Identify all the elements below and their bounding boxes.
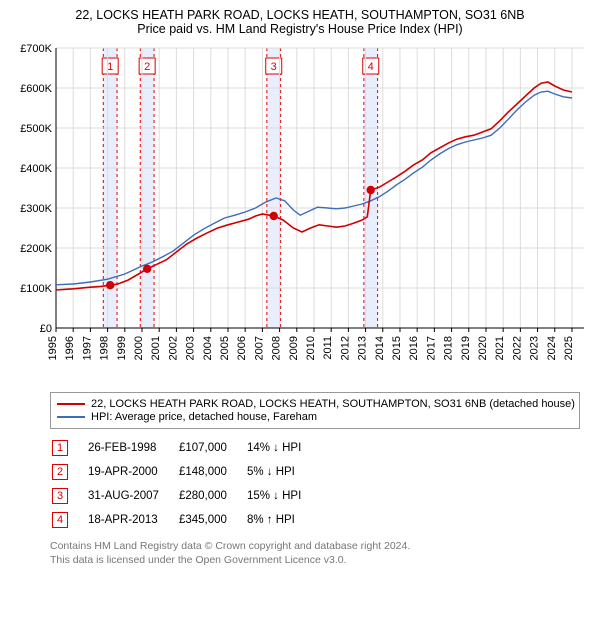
x-tick-label: 2018 — [443, 336, 455, 360]
y-tick-label: £600K — [20, 83, 52, 95]
x-tick-label: 2022 — [511, 336, 523, 360]
x-tick-label: 2014 — [374, 336, 386, 360]
x-tick-label: 1998 — [99, 336, 111, 360]
marker-hpi-delta: 14% ↓ HPI — [247, 437, 319, 459]
sale-markers-table: 1 26-FEB-1998£107,00014% ↓ HPI 2 19-APR-200… — [50, 435, 321, 533]
y-tick-label: £100K — [20, 283, 52, 295]
x-tick-label: 1999 — [116, 336, 128, 360]
title-line-2: Price paid vs. HM Land Registry's House … — [10, 22, 590, 36]
sale-marker-number: 4 — [368, 61, 374, 73]
x-tick-label: 2025 — [563, 336, 575, 360]
x-tick-label: 2021 — [494, 336, 506, 360]
x-tick-label: 2010 — [305, 336, 317, 360]
x-tick-label: 2020 — [477, 336, 489, 360]
marker-price: £107,000 — [179, 437, 245, 459]
marker-row: 1 26-FEB-1998£107,00014% ↓ HPI — [52, 437, 319, 459]
y-tick-label: £700K — [20, 43, 52, 55]
x-tick-label: 1996 — [64, 336, 76, 360]
x-tick-label: 2000 — [133, 336, 145, 360]
x-tick-label: 2013 — [357, 336, 369, 360]
y-tick-label: £500K — [20, 123, 52, 135]
legend-item: HPI: Average price, detached house, Fare… — [57, 411, 573, 423]
marker-hpi-delta: 5% ↓ HPI — [247, 461, 319, 483]
x-tick-label: 2002 — [167, 336, 179, 360]
x-tick-label: 2009 — [288, 336, 300, 360]
x-tick-label: 2005 — [219, 336, 231, 360]
sale-band — [267, 48, 281, 328]
y-tick-label: £400K — [20, 163, 52, 175]
marker-price: £148,000 — [179, 461, 245, 483]
marker-date: 19-APR-2000 — [88, 461, 177, 483]
marker-row: 3 31-AUG-2007£280,00015% ↓ HPI — [52, 485, 319, 507]
chart-svg: 1234£0£100K£200K£300K£400K£500K£600K£700… — [10, 42, 590, 382]
marker-num-box: 3 — [52, 488, 68, 504]
marker-num-box: 2 — [52, 464, 68, 480]
x-tick-label: 2023 — [529, 336, 541, 360]
legend-label: 22, LOCKS HEATH PARK ROAD, LOCKS HEATH, … — [91, 398, 575, 410]
y-tick-label: £200K — [20, 243, 52, 255]
x-tick-label: 2017 — [425, 336, 437, 360]
marker-num-box: 4 — [52, 512, 68, 528]
attribution-footer: Contains HM Land Registry data © Crown c… — [50, 539, 588, 567]
x-tick-label: 2003 — [185, 336, 197, 360]
x-tick-label: 2004 — [202, 336, 214, 360]
marker-row: 2 19-APR-2000£148,0005% ↓ HPI — [52, 461, 319, 483]
x-tick-label: 2008 — [271, 336, 283, 360]
x-tick-label: 2016 — [408, 336, 420, 360]
x-tick-label: 2006 — [236, 336, 248, 360]
legend: 22, LOCKS HEATH PARK ROAD, LOCKS HEATH, … — [50, 392, 580, 429]
x-tick-label: 2019 — [460, 336, 472, 360]
legend-label: HPI: Average price, detached house, Fare… — [91, 411, 317, 423]
footer-line-2: This data is licensed under the Open Gov… — [50, 553, 588, 567]
x-tick-label: 2001 — [150, 336, 162, 360]
marker-date: 26-FEB-1998 — [88, 437, 177, 459]
footer-line-1: Contains HM Land Registry data © Crown c… — [50, 539, 588, 553]
sale-point — [270, 212, 278, 220]
sale-point — [367, 186, 375, 194]
legend-swatch — [57, 403, 85, 405]
x-tick-label: 2024 — [546, 336, 558, 360]
x-tick-label: 2015 — [391, 336, 403, 360]
x-tick-label: 1997 — [81, 336, 93, 360]
marker-date: 18-APR-2013 — [88, 509, 177, 531]
marker-hpi-delta: 15% ↓ HPI — [247, 485, 319, 507]
title-line-1: 22, LOCKS HEATH PARK ROAD, LOCKS HEATH, … — [10, 8, 590, 22]
marker-row: 4 18-APR-2013£345,0008% ↑ HPI — [52, 509, 319, 531]
x-tick-label: 2007 — [253, 336, 265, 360]
x-tick-label: 1995 — [47, 336, 59, 360]
marker-date: 31-AUG-2007 — [88, 485, 177, 507]
legend-item: 22, LOCKS HEATH PARK ROAD, LOCKS HEATH, … — [57, 398, 573, 410]
price-chart: 1234£0£100K£200K£300K£400K£500K£600K£700… — [10, 42, 590, 382]
marker-hpi-delta: 8% ↑ HPI — [247, 509, 319, 531]
sale-point — [106, 281, 114, 289]
y-tick-label: £0 — [40, 323, 52, 335]
marker-num-box: 1 — [52, 440, 68, 456]
y-tick-label: £300K — [20, 203, 52, 215]
marker-price: £345,000 — [179, 509, 245, 531]
legend-swatch — [57, 416, 85, 418]
sale-point — [143, 265, 151, 273]
marker-price: £280,000 — [179, 485, 245, 507]
sale-marker-number: 2 — [144, 61, 150, 73]
chart-title-block: 22, LOCKS HEATH PARK ROAD, LOCKS HEATH, … — [10, 8, 590, 36]
x-tick-label: 2011 — [322, 336, 334, 360]
x-tick-label: 2012 — [339, 336, 351, 360]
sale-marker-number: 3 — [271, 61, 277, 73]
